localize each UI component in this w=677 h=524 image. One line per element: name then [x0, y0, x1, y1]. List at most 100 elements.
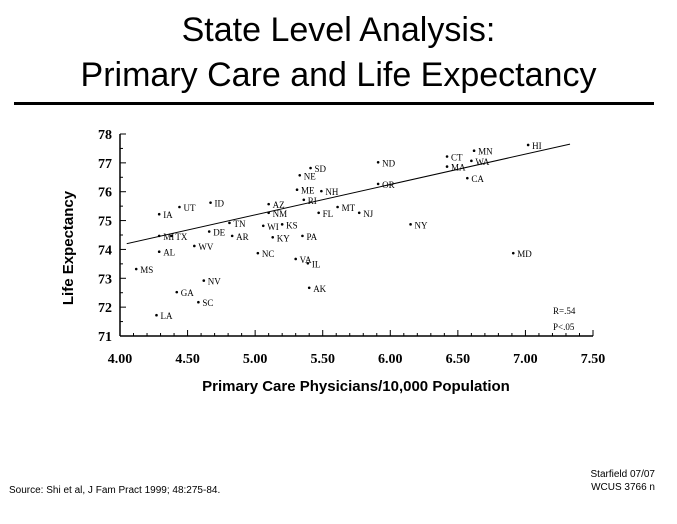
credit-line1: Starfield 07/07 [590, 469, 656, 480]
point-label-ut: UT [183, 203, 195, 213]
point-label-me: ME [301, 186, 315, 196]
x-tick-label: 5.50 [310, 352, 335, 367]
x-tick-label: 4.00 [108, 352, 133, 367]
x-tick-label: 6.50 [446, 352, 471, 367]
data-point-il [306, 261, 310, 265]
point-label-nd: ND [382, 158, 395, 168]
data-point-ga [175, 290, 179, 294]
data-point-or [376, 182, 380, 186]
point-label-nj: NJ [363, 209, 373, 219]
data-points [134, 143, 530, 317]
credit-line2: WCUS 3766 n [591, 482, 655, 493]
point-label-sc: SC [202, 298, 213, 308]
y-tick-labels: 71 72 73 74 75 76 77 78 [98, 128, 112, 345]
data-point-ny [409, 223, 412, 226]
point-label-ri: RI [308, 196, 317, 206]
point-label-ak: AK [313, 284, 326, 294]
data-point-al [157, 250, 161, 254]
point-label-mi: MI [163, 232, 174, 242]
y-tick-label: 78 [98, 128, 112, 143]
correlation-label: R=.54 [553, 306, 576, 316]
point-label-ny: NY [415, 220, 428, 230]
data-point-nm [267, 211, 270, 215]
credit-block: Starfield 07/07 WCUS 3766 n [591, 468, 656, 494]
point-label-mt: MT [342, 203, 356, 213]
data-point-ne [298, 173, 302, 177]
data-point-ca [466, 176, 469, 180]
data-point-ri [302, 198, 306, 202]
point-label-ga: GA [181, 288, 194, 298]
data-point-nj [357, 211, 361, 215]
point-label-nh: NH [325, 187, 338, 197]
data-point-mn [472, 149, 476, 153]
x-tick-label: 7.50 [581, 352, 606, 367]
point-label-nv: NV [208, 277, 221, 287]
title-underline [14, 102, 654, 105]
data-point-ia [157, 212, 161, 216]
data-point-me [295, 188, 299, 191]
data-point-wi [261, 224, 265, 228]
point-label-az: AZ [273, 200, 285, 210]
data-point-wa [470, 159, 473, 163]
data-point-ar [230, 234, 234, 238]
data-point-ut [178, 205, 181, 209]
slide-title-line1: State Level Analysis: [181, 11, 496, 49]
data-point-ma [445, 165, 449, 168]
point-label-ks: KS [286, 220, 298, 230]
data-point-ak [307, 286, 311, 290]
point-label-ct: CT [451, 153, 463, 163]
data-point-sc [197, 300, 200, 304]
data-point-tn [228, 221, 231, 225]
point-label-wa: WA [475, 157, 489, 167]
data-point-va [294, 257, 297, 261]
data-point-nh [320, 189, 323, 193]
trend-line [126, 143, 571, 245]
data-point-pa [301, 234, 304, 238]
source-citation: Source: Shi et al, J Fam Pract 1999; 48:… [9, 485, 221, 496]
data-point-hi [526, 143, 530, 147]
point-label-or: OR [382, 180, 395, 190]
point-label-mn: MN [478, 147, 493, 157]
data-point-ct [445, 155, 449, 158]
data-point-ky [271, 236, 275, 239]
point-label-nm: NM [273, 209, 288, 219]
point-label-hi: HI [532, 141, 542, 151]
point-label-sd: SD [315, 164, 327, 174]
point-label-tn: TN [233, 219, 245, 229]
point-label-wi: WI [267, 222, 279, 232]
point-label-nc: NC [262, 249, 275, 259]
chart-axes [119, 133, 594, 337]
data-point-ms [134, 267, 138, 271]
x-tick-label: 7.00 [513, 352, 538, 367]
x-tick-label: 4.50 [175, 352, 200, 367]
data-point-de [207, 230, 211, 233]
y-tick-label: 74 [98, 243, 112, 258]
point-label-md: MD [517, 249, 532, 259]
point-label-wv: WV [198, 242, 213, 252]
point-label-de: DE [213, 228, 225, 238]
point-label-tx: TX [175, 232, 187, 242]
y-axis-label: Life Expectancy [60, 190, 77, 305]
data-point-la [155, 313, 158, 317]
data-point-nc [256, 251, 260, 255]
point-label-la: LA [160, 311, 172, 321]
data-point-mt [336, 205, 339, 209]
data-point-nv [202, 279, 206, 282]
data-point-nd [376, 160, 380, 164]
x-axis-label: Primary Care Physicians/10,000 Populatio… [202, 378, 510, 395]
point-label-ar: AR [236, 232, 249, 242]
data-point-az [267, 202, 270, 206]
point-label-fl: FL [323, 209, 334, 219]
x-tick-label: 6.00 [378, 352, 403, 367]
data-point-id [209, 201, 212, 204]
y-tick-label: 71 [98, 330, 112, 345]
data-point-ks [280, 223, 284, 226]
y-tick-label: 73 [98, 272, 112, 287]
data-point-wv [193, 244, 196, 248]
point-label-pa: PA [306, 232, 317, 242]
y-tick-label: 76 [98, 186, 112, 201]
point-label-va: VA [300, 255, 312, 265]
slide-title-line2: Primary Care and Life Expectancy [80, 56, 597, 94]
point-label-ca: CA [471, 174, 484, 184]
